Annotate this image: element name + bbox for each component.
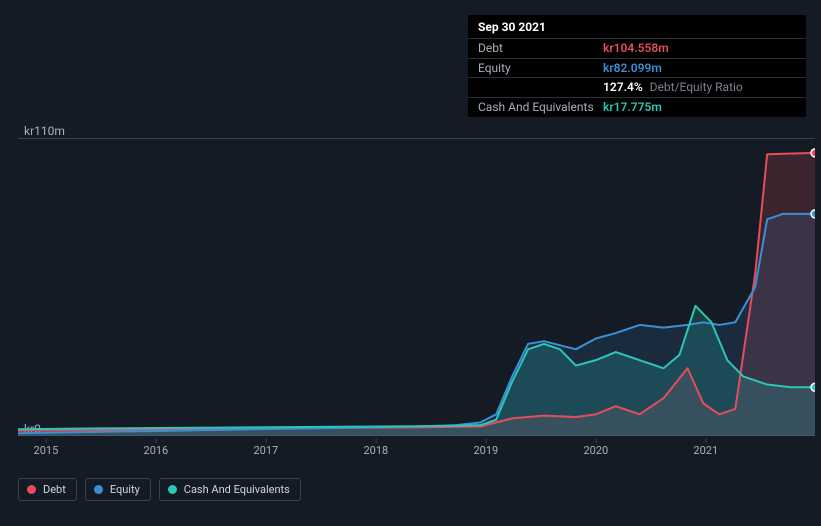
x-tick: 2016 xyxy=(144,444,169,457)
legend-item[interactable]: Cash And Equivalents xyxy=(159,478,301,501)
legend-item[interactable]: Debt xyxy=(18,478,77,501)
chart-tooltip: Sep 30 2021 Debtkr104.558mEquitykr82.099… xyxy=(468,15,806,117)
chart-legend: Debt Equity Cash And Equivalents xyxy=(18,478,301,501)
x-tick: 2020 xyxy=(583,444,608,457)
x-tick: 2015 xyxy=(34,444,59,457)
legend-label: Cash And Equivalents xyxy=(184,483,290,496)
x-tick: 2018 xyxy=(363,444,388,457)
tooltip-value: kr17.775m xyxy=(603,99,662,116)
tooltip-label: Equity xyxy=(478,60,603,77)
tooltip-label: Cash And Equivalents xyxy=(478,99,603,116)
series-end-marker xyxy=(811,149,815,157)
legend-item[interactable]: Equity xyxy=(85,478,151,501)
tooltip-row: Cash And Equivalentskr17.775m xyxy=(468,97,806,117)
tooltip-label: Debt xyxy=(478,40,603,57)
tooltip-value: kr82.099m xyxy=(603,60,662,77)
legend-label: Equity xyxy=(110,483,140,496)
legend-swatch xyxy=(94,485,103,494)
legend-swatch xyxy=(27,485,36,494)
chart-plot-area xyxy=(18,138,815,436)
chart-svg xyxy=(18,138,815,436)
tooltip-value: 127.4% Debt/Equity Ratio xyxy=(603,79,743,96)
tooltip-row: 127.4% Debt/Equity Ratio xyxy=(468,77,806,97)
tooltip-label xyxy=(478,79,603,96)
legend-swatch xyxy=(168,485,177,494)
tooltip-value: kr104.558m xyxy=(603,40,669,57)
x-tick: 2021 xyxy=(693,444,718,457)
series-end-marker xyxy=(811,210,815,218)
tooltip-row: Debtkr104.558m xyxy=(468,38,806,58)
y-axis-max-label: kr110m xyxy=(24,124,65,138)
tooltip-row: Equitykr82.099m xyxy=(468,58,806,78)
tooltip-suffix: Debt/Equity Ratio xyxy=(647,80,743,94)
series-end-marker xyxy=(811,383,815,391)
tooltip-rows: Debtkr104.558mEquitykr82.099m127.4% Debt… xyxy=(468,38,806,117)
x-tick: 2017 xyxy=(253,444,278,457)
tooltip-date: Sep 30 2021 xyxy=(468,15,806,38)
series-area xyxy=(18,306,815,436)
legend-label: Debt xyxy=(43,483,66,496)
x-tick: 2019 xyxy=(473,444,498,457)
